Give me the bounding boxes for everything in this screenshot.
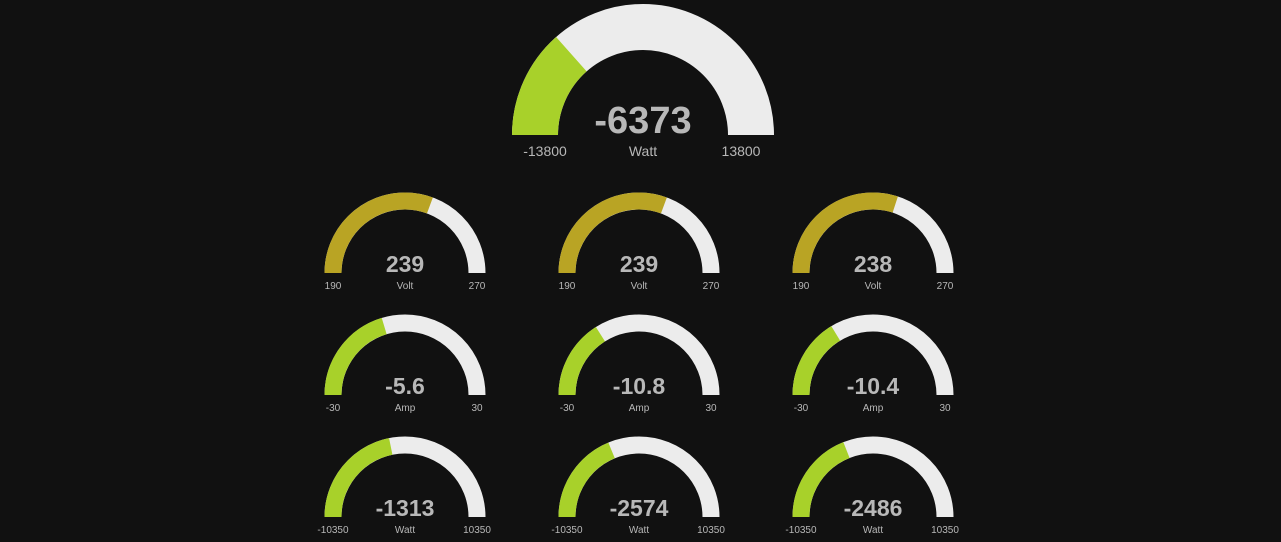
total-power-gauge: -6373 Watt -13800 13800: [510, 4, 776, 162]
gauge-max-label: 30: [939, 403, 951, 414]
gauge-fill-arc: [558, 327, 606, 396]
gauge-svg: -10.4 Amp -30 30: [792, 314, 954, 414]
gauge-min-label: 190: [325, 281, 342, 292]
gauge-max-label: 10350: [697, 525, 725, 536]
gauge-svg: 238 Volt 190 270: [792, 192, 954, 292]
gauge-unit-label: Volt: [865, 281, 882, 292]
gauge-max-label: 30: [471, 403, 483, 414]
gauge-value: 239: [620, 251, 658, 277]
gauge-min-label: -10350: [785, 525, 817, 536]
gauge-svg: -10.8 Amp -30 30: [558, 314, 720, 414]
gauge-min-label: -10350: [551, 525, 583, 536]
gauge-value: 238: [854, 251, 893, 277]
gauge-value: -5.6: [385, 373, 425, 399]
gauge-fill-arc: [324, 438, 393, 518]
gauge-value: -1313: [376, 495, 435, 521]
gauge-max-label: 30: [705, 403, 717, 414]
gauge-svg: -2486 Watt -10350 10350: [785, 436, 959, 536]
phase-1-voltage-gauge: 239 Volt 190 270: [315, 190, 495, 294]
gauge-unit-label: Volt: [397, 281, 414, 292]
gauge-svg: -5.6 Amp -30 30: [324, 314, 486, 414]
gauge-max-label: 10350: [463, 525, 491, 536]
gauge-svg: -1313 Watt -10350 10350: [317, 436, 491, 536]
gauge-max-label: 13800: [722, 143, 761, 159]
gauge-unit-label: Volt: [631, 281, 648, 292]
gauge-unit-label: Amp: [863, 403, 884, 414]
gauge-unit-label: Amp: [395, 403, 416, 414]
gauge-value: -2486: [844, 495, 903, 521]
gauge-min-label: -13800: [523, 143, 567, 159]
gauge-value: 239: [386, 251, 424, 277]
gauge-value: -2574: [610, 495, 669, 521]
gauge-value: -10.8: [613, 373, 666, 399]
gauge-fill-arc: [792, 192, 898, 274]
gauge-max-label: 270: [937, 281, 954, 292]
phase-2-current-gauge: -10.8 Amp -30 30: [549, 312, 729, 416]
gauge-unit-label: Amp: [629, 403, 650, 414]
phase-2-voltage-gauge: 239 Volt 190 270: [549, 190, 729, 294]
gauge-value: -10.4: [847, 373, 900, 399]
gauge-svg: 239 Volt 190 270: [558, 192, 720, 292]
gauge-min-label: -30: [794, 403, 809, 414]
gauge-min-label: -30: [326, 403, 341, 414]
gauge-svg: -2574 Watt -10350 10350: [551, 436, 725, 536]
phase-1-power-gauge: -1313 Watt -10350 10350: [315, 434, 495, 538]
phase-3-current-gauge: -10.4 Amp -30 30: [783, 312, 963, 416]
gauge-fill-arc: [324, 317, 387, 396]
phase-2-power-gauge: -2574 Watt -10350 10350: [549, 434, 729, 538]
gauge-fill-arc: [558, 192, 667, 274]
gauge-unit-label: Watt: [629, 525, 649, 536]
gauge-min-label: -10350: [317, 525, 349, 536]
gauge-fill-arc: [512, 36, 588, 136]
gauge-min-label: 190: [793, 281, 810, 292]
phase-3-voltage-gauge: 238 Volt 190 270: [783, 190, 963, 294]
gauge-min-label: 190: [559, 281, 576, 292]
phase-3-power-gauge: -2486 Watt -10350 10350: [783, 434, 963, 538]
gauge-fill-arc: [324, 192, 433, 274]
gauge-unit-label: Watt: [395, 525, 415, 536]
gauge-fill-arc: [558, 442, 616, 518]
gauge-unit-label: Watt: [629, 143, 657, 159]
gauge-value: -6373: [594, 100, 691, 142]
gauge-max-label: 270: [469, 281, 486, 292]
gauge-svg: 239 Volt 190 270: [324, 192, 486, 292]
gauge-fill-arc: [792, 326, 841, 396]
gauge-max-label: 270: [703, 281, 720, 292]
phase-1-current-gauge: -5.6 Amp -30 30: [315, 312, 495, 416]
gauge-unit-label: Watt: [863, 525, 883, 536]
gauge-min-label: -30: [560, 403, 575, 414]
gauge-max-label: 10350: [931, 525, 959, 536]
gauge-fill-arc: [792, 442, 850, 518]
